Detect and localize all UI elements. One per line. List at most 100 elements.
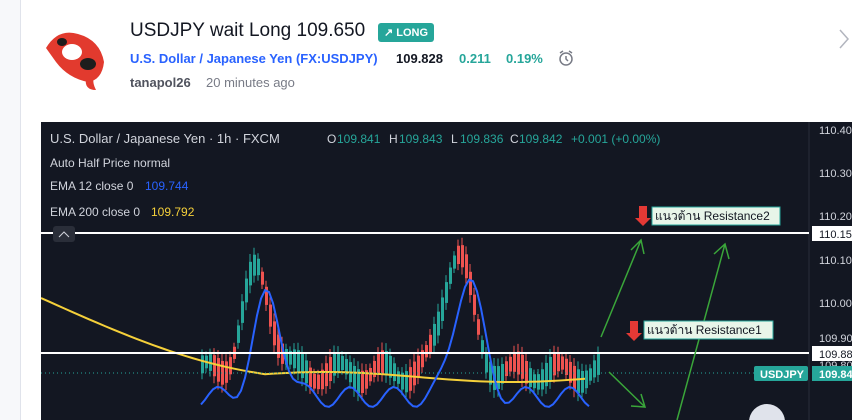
candle-body: [277, 334, 280, 358]
candle-body: [561, 356, 564, 370]
legend-l: L: [451, 132, 458, 146]
candle-body: [509, 356, 512, 372]
candle-body: [461, 245, 464, 268]
ema-12-line: [200, 278, 590, 408]
legend-symbol: U.S. Dollar / Japanese Yen · 1h · FXCM: [50, 131, 280, 146]
candle-body: [241, 301, 244, 323]
candle-body: [413, 361, 416, 386]
candle-body: [565, 358, 568, 375]
candle-body: [477, 319, 480, 335]
candle-body: [549, 356, 552, 381]
candle-body: [405, 371, 408, 393]
candle-body: [317, 374, 320, 390]
price: 109.828: [396, 51, 443, 66]
candle-body: [225, 361, 228, 383]
legend-h-value: 109.843: [399, 132, 443, 146]
candle-body: [369, 367, 372, 382]
candle-body: [393, 363, 396, 382]
legend-h: H: [389, 132, 398, 146]
candle-body: [469, 271, 472, 296]
price-label: 109.84: [819, 369, 852, 381]
indicator-value: 109.792: [151, 205, 195, 219]
legend-o-value: 109.841: [337, 132, 381, 146]
candle-body: [521, 354, 524, 379]
price-label: 109.90: [819, 333, 852, 345]
symbol-link[interactable]: U.S. Dollar / Japanese Yen (FX:USDJPY): [130, 51, 378, 66]
symbol-tag: [754, 366, 808, 381]
candle-body: [285, 348, 288, 365]
candle-body: [529, 368, 532, 388]
candle-body: [449, 267, 452, 284]
candle-body: [353, 365, 356, 390]
candle-body: [385, 351, 388, 375]
candle-body: [429, 334, 432, 353]
legend-c-value: 109.842: [519, 132, 563, 146]
candle-body: [357, 369, 360, 394]
candle-body: [457, 245, 460, 265]
candle-body: [309, 367, 312, 388]
candle-body: [253, 254, 256, 276]
price-label: 110.15: [819, 229, 852, 241]
candle-body: [273, 321, 276, 346]
candle-body: [237, 325, 240, 343]
candle-body: [269, 304, 272, 327]
candle-body: [345, 359, 348, 375]
candle-body: [361, 370, 364, 394]
candle-body: [213, 355, 216, 377]
candle-body: [497, 366, 500, 390]
candle-body: [481, 340, 484, 355]
candle-body: [505, 361, 508, 377]
author[interactable]: tanapol26: [130, 75, 191, 90]
watermark-logo: [749, 404, 785, 420]
chart: U.S. Dollar / Japanese Yen · 1h · FXCM O…: [41, 122, 852, 420]
candle-body: [289, 350, 292, 365]
price-label: 110.20: [819, 211, 852, 223]
candle-body: [421, 350, 424, 368]
candle-body: [593, 360, 596, 378]
indicator-name: Auto Half Price normal: [50, 156, 170, 170]
candle-body: [389, 355, 392, 378]
next-arrow[interactable]: [838, 28, 850, 50]
collapse-button[interactable]: [53, 226, 75, 242]
candle-body: [265, 286, 268, 305]
candle-body: [501, 363, 504, 384]
price-label: 110.30: [819, 168, 852, 180]
candle-body: [433, 323, 436, 346]
symbol-tag-text: USDJPY: [760, 369, 805, 381]
price-label: 109.88: [819, 349, 852, 361]
candle-body: [517, 351, 520, 375]
legend-delta: +0.001 (+0.00%): [571, 132, 660, 146]
alarm-icon[interactable]: [556, 48, 576, 68]
candle-body: [597, 353, 600, 375]
price-label: 110.10: [819, 255, 852, 267]
candle-body: [473, 294, 476, 315]
candle-body: [329, 357, 332, 382]
candle-body: [293, 349, 296, 369]
price-label: 110.40: [819, 125, 852, 137]
candle-body: [397, 371, 400, 384]
candle-body: [573, 365, 576, 390]
candle-body: [445, 282, 448, 303]
candle-body: [425, 345, 428, 358]
candle-body: [333, 353, 336, 376]
candle-body: [365, 370, 368, 389]
avatar[interactable]: [38, 18, 112, 92]
candle-body: [261, 271, 264, 285]
candle-body: [221, 360, 224, 385]
long-badge: ↗ LONG: [378, 23, 435, 42]
candle-body: [525, 360, 528, 384]
candle-body: [409, 367, 412, 391]
candle-body: [257, 258, 260, 276]
legend-l-value: 109.836: [460, 132, 504, 146]
price-tag: [812, 226, 852, 241]
candle-body: [577, 369, 580, 394]
candle-body: [545, 362, 548, 387]
annotation-box: [651, 206, 781, 226]
legend-o: O: [327, 132, 336, 146]
idea-title: USDJPY wait Long 109.650: [130, 20, 366, 41]
candle-body: [341, 355, 344, 371]
indicator-name: EMA 12 close 0: [50, 179, 134, 193]
indicator-value: 109.744: [145, 179, 189, 193]
down-arrow-icon: [626, 321, 642, 341]
